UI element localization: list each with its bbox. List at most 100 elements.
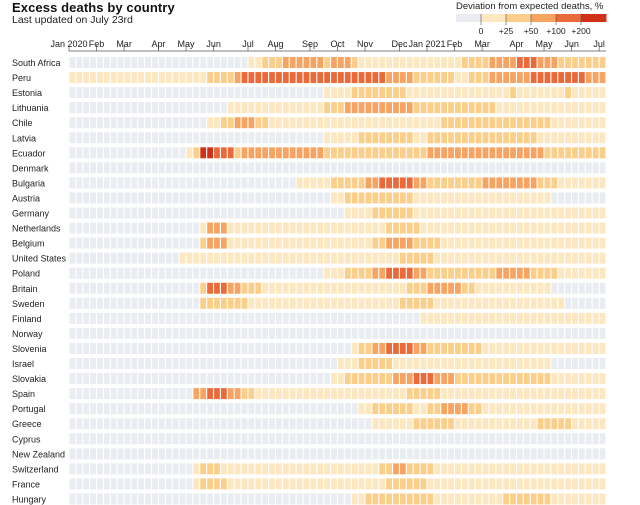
- heatmap-cell: [379, 222, 386, 234]
- heatmap-cell: [296, 57, 303, 68]
- heatmap-cell: [303, 162, 310, 174]
- heatmap-cell: [69, 222, 76, 234]
- heatmap-cell: [523, 282, 530, 294]
- heatmap-cell: [406, 162, 413, 174]
- heatmap-cell: [482, 478, 489, 490]
- heatmap-cell: [448, 177, 454, 189]
- heatmap-cell: [496, 177, 503, 189]
- heatmap-cell: [482, 373, 489, 385]
- heatmap-cell: [117, 418, 124, 430]
- heatmap-cell: [186, 373, 193, 385]
- heatmap-cell: [193, 493, 200, 505]
- heatmap-cell: [138, 267, 145, 279]
- heatmap-cell: [585, 403, 592, 415]
- heatmap-cell: [331, 403, 337, 415]
- heatmap-cell: [255, 132, 262, 144]
- heatmap-cell: [441, 358, 448, 369]
- heatmap-cell: [338, 102, 344, 114]
- heatmap-cell: [468, 222, 475, 234]
- x-tick-label: Mar: [474, 39, 490, 49]
- heatmap-cell: [379, 312, 386, 324]
- heatmap-cell: [351, 207, 358, 219]
- heatmap-cell: [544, 102, 551, 114]
- heatmap-cell: [220, 282, 227, 294]
- heatmap-cell: [200, 132, 207, 144]
- heatmap-cell: [207, 493, 213, 505]
- heatmap-cell: [365, 342, 372, 354]
- heatmap-cell: [537, 433, 544, 445]
- heatmap-cell: [530, 177, 537, 189]
- heatmap-cell: [324, 493, 331, 505]
- heatmap-cell: [537, 237, 544, 249]
- heatmap-cell: [489, 342, 496, 354]
- heatmap-cell: [510, 117, 516, 129]
- heatmap-cell: [523, 463, 530, 475]
- heatmap-cell: [475, 388, 482, 400]
- heatmap-cell: [572, 403, 578, 415]
- heatmap-cell: [179, 237, 186, 249]
- heatmap-cell: [434, 297, 441, 309]
- heatmap-cell: [296, 147, 303, 159]
- heatmap-cell: [592, 418, 599, 430]
- heatmap-cell: [468, 312, 475, 324]
- heatmap-cell: [537, 342, 544, 354]
- heatmap-cell: [131, 192, 138, 204]
- heatmap-cell: [324, 57, 331, 68]
- heatmap-cell: [296, 117, 303, 129]
- heatmap-cell: [537, 87, 544, 99]
- heatmap-cell: [441, 237, 448, 249]
- heatmap-cell: [69, 102, 76, 114]
- heatmap-cell: [482, 162, 489, 174]
- heatmap-cell: [365, 418, 372, 430]
- heatmap-cell: [83, 102, 90, 114]
- heatmap-cell: [289, 433, 296, 445]
- heatmap-cell: [234, 448, 241, 460]
- heatmap-cell: [420, 192, 427, 204]
- heatmap-cell: [503, 388, 510, 400]
- heatmap-cell: [103, 418, 110, 430]
- heatmap-cell: [282, 252, 289, 264]
- heatmap-cell: [420, 312, 427, 324]
- heatmap-cell: [420, 87, 427, 99]
- heatmap-cell: [110, 342, 117, 354]
- heatmap-cell: [344, 297, 351, 309]
- heatmap-cell: [496, 312, 503, 324]
- heatmap-cell: [248, 312, 255, 324]
- heatmap-cell: [110, 448, 117, 460]
- heatmap-cell: [379, 327, 386, 339]
- heatmap-cell: [227, 418, 234, 430]
- heatmap-cell: [90, 147, 96, 159]
- heatmap-cell: [427, 177, 434, 189]
- heatmap-cell: [489, 297, 496, 309]
- heatmap-cell: [379, 87, 386, 99]
- heatmap-cell: [248, 463, 255, 475]
- heatmap-cell: [227, 192, 234, 204]
- heatmap-cell: [399, 222, 406, 234]
- heatmap-cell: [448, 57, 454, 68]
- heatmap-cell: [434, 342, 441, 354]
- row-label: Lithuania: [12, 103, 49, 113]
- heatmap-cell: [482, 312, 489, 324]
- heatmap-cell: [138, 463, 145, 475]
- heatmap-cell: [510, 252, 516, 264]
- heatmap-cell: [517, 222, 523, 234]
- heatmap-cell: [214, 147, 220, 159]
- heatmap-cell: [282, 57, 289, 68]
- heatmap-cell: [186, 117, 193, 129]
- heatmap-cell: [427, 237, 434, 249]
- heatmap-cell: [441, 403, 448, 415]
- heatmap-cell: [496, 222, 503, 234]
- heatmap-cell: [138, 117, 145, 129]
- heatmap-cell: [592, 373, 599, 385]
- heatmap-cell: [269, 162, 275, 174]
- heatmap-cell: [544, 177, 551, 189]
- heatmap-cell: [503, 72, 510, 84]
- heatmap-cell: [186, 463, 193, 475]
- heatmap-cell: [165, 418, 172, 430]
- heatmap-cell: [97, 147, 103, 159]
- heatmap-cell: [220, 433, 227, 445]
- heatmap-cell: [200, 162, 207, 174]
- heatmap-cell: [234, 117, 241, 129]
- heatmap-cell: [372, 102, 379, 114]
- heatmap-cell: [310, 57, 317, 68]
